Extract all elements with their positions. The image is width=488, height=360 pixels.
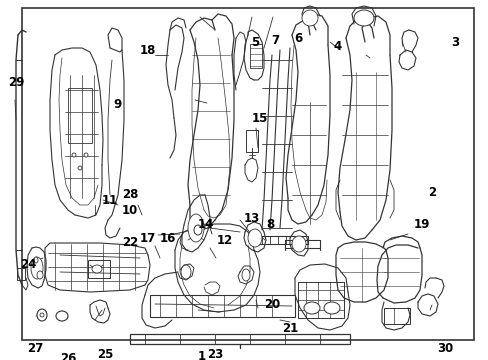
- Bar: [297, 282, 343, 318]
- Text: 25: 25: [97, 348, 113, 360]
- Text: 23: 23: [206, 348, 223, 360]
- Text: 14: 14: [198, 219, 214, 231]
- Text: 20: 20: [264, 298, 280, 311]
- Ellipse shape: [37, 271, 43, 279]
- Text: 21: 21: [281, 321, 298, 334]
- Ellipse shape: [37, 309, 47, 321]
- Text: 16: 16: [160, 231, 176, 244]
- Ellipse shape: [56, 311, 68, 321]
- Text: 4: 4: [333, 40, 342, 54]
- Text: 17: 17: [140, 231, 156, 244]
- Ellipse shape: [242, 269, 249, 281]
- Text: 29: 29: [8, 76, 24, 89]
- Ellipse shape: [247, 229, 262, 247]
- Text: 9: 9: [114, 99, 122, 112]
- Ellipse shape: [78, 166, 82, 170]
- Bar: [258, 236, 307, 244]
- Bar: [88, 260, 110, 278]
- Ellipse shape: [181, 265, 191, 279]
- Text: 6: 6: [293, 31, 302, 45]
- Ellipse shape: [304, 302, 319, 314]
- Ellipse shape: [291, 236, 305, 252]
- Text: 2: 2: [427, 185, 435, 198]
- Ellipse shape: [31, 257, 43, 279]
- Text: 28: 28: [122, 189, 138, 202]
- Text: 1: 1: [198, 350, 205, 360]
- Ellipse shape: [92, 265, 102, 273]
- Bar: [245, 130, 258, 152]
- Text: 24: 24: [20, 258, 36, 271]
- Text: 8: 8: [265, 217, 274, 230]
- Ellipse shape: [302, 10, 317, 26]
- Text: 22: 22: [122, 235, 138, 248]
- Bar: [249, 44, 262, 68]
- Text: 26: 26: [60, 351, 76, 360]
- Text: 11: 11: [102, 194, 118, 207]
- Text: 15: 15: [251, 112, 267, 125]
- Text: 19: 19: [413, 219, 429, 231]
- Bar: [17, 268, 25, 280]
- Text: 13: 13: [244, 211, 260, 225]
- Text: 30: 30: [436, 342, 452, 355]
- Text: 27: 27: [27, 342, 43, 355]
- Ellipse shape: [187, 214, 203, 242]
- Ellipse shape: [194, 225, 202, 235]
- Bar: [68, 88, 92, 143]
- Text: 10: 10: [122, 203, 138, 216]
- Ellipse shape: [72, 153, 76, 157]
- Text: 3: 3: [450, 36, 458, 49]
- Ellipse shape: [34, 257, 38, 263]
- Text: 5: 5: [250, 36, 259, 49]
- Ellipse shape: [84, 153, 88, 157]
- Bar: [150, 295, 294, 317]
- Text: 7: 7: [270, 33, 279, 46]
- Text: 12: 12: [217, 234, 233, 247]
- Ellipse shape: [353, 10, 373, 26]
- Ellipse shape: [324, 302, 339, 314]
- Bar: [383, 308, 409, 324]
- Bar: [130, 334, 349, 344]
- Text: 18: 18: [140, 44, 156, 57]
